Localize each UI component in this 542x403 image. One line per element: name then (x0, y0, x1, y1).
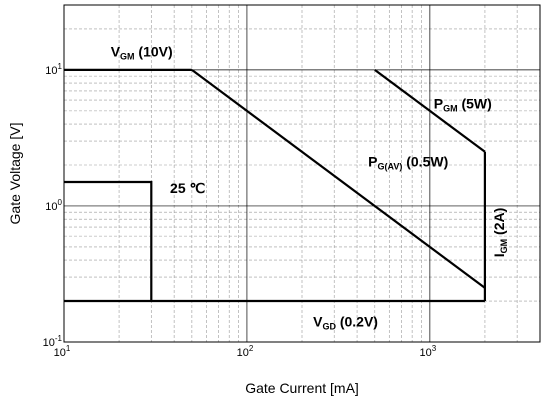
annotation-label: PG(AV) (0.5W) (368, 153, 448, 171)
annotation-label: IGM (2A) (491, 208, 509, 258)
annotation-label: VGM (10V) (111, 44, 173, 62)
series-line-2 (191, 69, 486, 289)
annotation-label: VGD (0.2V) (313, 313, 378, 331)
y-tick-label: 100 (45, 198, 62, 213)
annotations: VGM (10V) PGM (5W) PG(AV) (0.5W) 25 ℃ VGD (0… (111, 44, 510, 332)
x-tick-label: 102 (237, 344, 254, 359)
x-tick-labels: 101 102 103 (54, 344, 437, 359)
plot-frame (63, 4, 541, 343)
annotation-label: PGM (5W) (434, 96, 492, 114)
series-lines (64, 68, 486, 303)
annotation-label: 25 ℃ (170, 180, 205, 196)
series-line-3 (374, 69, 486, 153)
x-tick-label: 103 (420, 344, 437, 359)
y-tick-label: 10-1 (43, 334, 63, 349)
y-tick-labels: 10-1 100 101 (43, 62, 63, 349)
x-tick-label: 101 (54, 344, 71, 359)
y-axis-title: Gate Voltage [V] (7, 123, 23, 225)
y-tick-label: 101 (45, 62, 62, 77)
series-line-6 (64, 180, 153, 301)
x-axis-title: Gate Current [mA] (245, 380, 359, 396)
